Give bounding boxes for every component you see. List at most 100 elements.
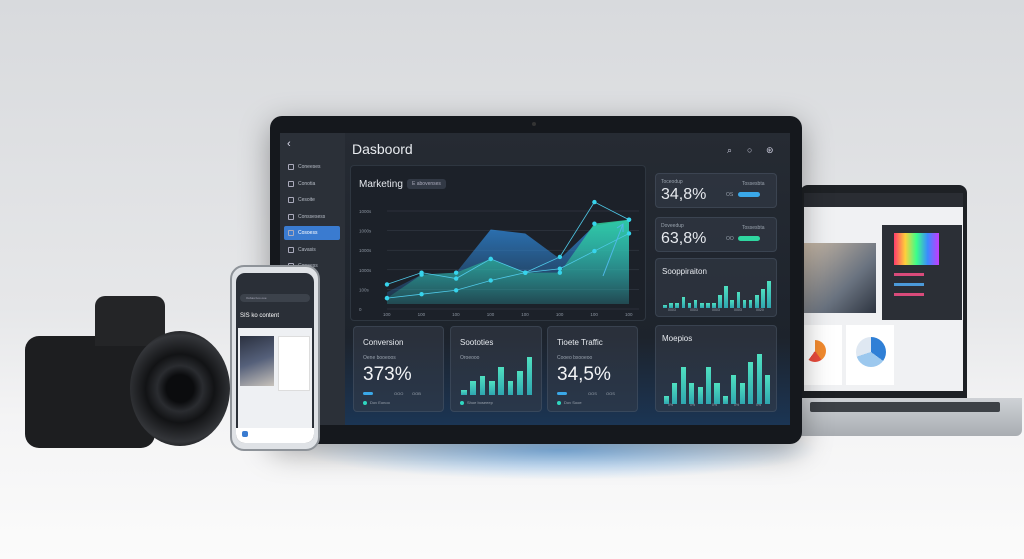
- menu-icon: [288, 230, 294, 236]
- legend-dot: [557, 401, 561, 405]
- front-camera: [532, 122, 536, 126]
- sidebar-item-label: Coneeses: [298, 164, 321, 170]
- data-point: [626, 231, 632, 236]
- metric-code: OOS: [588, 391, 597, 396]
- data-point: [488, 256, 493, 262]
- menu-icon: [288, 213, 294, 220]
- area-chart: 1000s 1000s 1000s 1000s 100s 0 100 100 100 100 100…: [359, 199, 639, 317]
- bar-tick: 0020: [756, 308, 764, 312]
- x-tick: 100: [590, 312, 598, 317]
- sidebar-item[interactable]: Cavasis: [284, 243, 340, 257]
- x-tick: 100: [625, 312, 633, 317]
- bar: [739, 383, 745, 404]
- dashboard-screen: ‹ Coneeses Conotia Cesoite Conssesess Cosoes…: [280, 133, 790, 425]
- bar: [714, 383, 720, 404]
- stat-card: Toceodup 34,8% Tossesbta OS: [655, 173, 777, 208]
- x-tick: 100: [418, 312, 426, 317]
- data-point: [453, 270, 459, 275]
- sidebar-item[interactable]: Cosoess: [284, 226, 340, 240]
- bar: [489, 380, 495, 395]
- laptop-keyboard: [790, 398, 1022, 436]
- data-point: [419, 270, 424, 275]
- line-series: [386, 233, 630, 299]
- y-tick: 0: [359, 307, 362, 312]
- stat-side-label: Tossesbta: [742, 225, 765, 231]
- metric-sub: Oroeooo: [460, 355, 480, 361]
- slider: [894, 283, 924, 286]
- bar: [761, 289, 765, 308]
- marketing-badge[interactable]: E abovenses: [407, 179, 446, 189]
- stat-card: Doveedup 63,8% Tossesbta OO: [655, 217, 777, 252]
- bar-card-title: Sooppiraiton: [662, 267, 707, 276]
- bar: [687, 302, 692, 308]
- x-tick: 100: [452, 312, 460, 317]
- trend-arrow-icon: [602, 223, 624, 277]
- stat-code: OS: [726, 192, 734, 198]
- sidebar-item-label: Conotia: [298, 180, 316, 187]
- bar: [669, 302, 673, 308]
- phone: Oobas boo ooe SIS ko content: [230, 265, 320, 451]
- bar: [699, 302, 704, 308]
- search-icon[interactable]: ⌕: [727, 145, 733, 155]
- bar: [748, 362, 754, 404]
- sidebar-item-label: Cosoess: [298, 230, 318, 236]
- chat-icon[interactable]: ○: [747, 145, 753, 155]
- home-icon[interactable]: [242, 431, 248, 437]
- metric-legend: Dov Sooe: [564, 400, 582, 405]
- bar: [736, 291, 741, 308]
- menu-icon: [288, 164, 294, 170]
- data-point: [453, 276, 459, 281]
- bar: [498, 366, 504, 395]
- bar-tick: 0003: [712, 308, 720, 312]
- phone-content: [238, 328, 312, 428]
- bar: [470, 380, 476, 395]
- metric-value: 373%: [363, 364, 412, 385]
- data-point: [419, 292, 424, 297]
- back-icon[interactable]: ‹: [287, 138, 291, 150]
- marketing-title: Marketing: [359, 179, 403, 190]
- bar-tick: 0003: [668, 308, 676, 312]
- metric-sub: Cooeo bxooeoo: [557, 355, 593, 361]
- data-point: [592, 248, 597, 254]
- data-point: [557, 270, 563, 275]
- bar-card: Moepios 0% 0% 0% 0% 0%: [655, 325, 777, 412]
- metric-sub: Oene booeoos: [363, 355, 396, 361]
- bar: [460, 390, 467, 395]
- legend-dot: [363, 401, 367, 405]
- x-tick: 100: [383, 312, 391, 317]
- data-point: [384, 282, 390, 287]
- sidebar-item[interactable]: Coneeses: [284, 160, 340, 174]
- pie-chart: [856, 337, 886, 367]
- bar-tick: 0%: [690, 403, 696, 407]
- stat-pill: [738, 192, 760, 197]
- stat-code: OO: [726, 236, 734, 242]
- bar: [680, 366, 686, 404]
- stat-side-label: Tossesbta: [742, 181, 765, 187]
- sidebar-item[interactable]: Conotia: [284, 177, 340, 191]
- laptop-card: [846, 325, 894, 385]
- data-point: [523, 270, 528, 275]
- y-tick: 100s: [359, 287, 370, 292]
- stat-pill: [738, 236, 760, 241]
- phone-search-bar[interactable]: Oobas boo ooe: [240, 294, 310, 302]
- laptop-toolbar: [804, 193, 963, 207]
- metric-value: 34,5%: [557, 364, 611, 385]
- bar: [697, 387, 703, 404]
- bar: [767, 281, 771, 308]
- phone-headline: SIS ko content: [240, 313, 280, 319]
- bar-card-title: Moepios: [662, 334, 693, 343]
- bar: [756, 354, 762, 404]
- sidebar-item-label: Conssesess: [298, 213, 326, 220]
- metric-title: Conversion: [363, 338, 404, 347]
- menu-icon: [288, 246, 294, 253]
- bar: [742, 299, 747, 308]
- data-point: [557, 266, 563, 271]
- bar-tick: 0003: [734, 308, 742, 312]
- bar: [526, 357, 533, 395]
- sidebar-item[interactable]: Cesoite: [284, 193, 340, 207]
- bar: [689, 383, 695, 404]
- bar-tick: 0%: [734, 403, 740, 407]
- page-title: Dasboord: [352, 141, 413, 157]
- settings-icon[interactable]: ⊛: [766, 145, 774, 155]
- sidebar-item[interactable]: Conssesess: [284, 210, 340, 224]
